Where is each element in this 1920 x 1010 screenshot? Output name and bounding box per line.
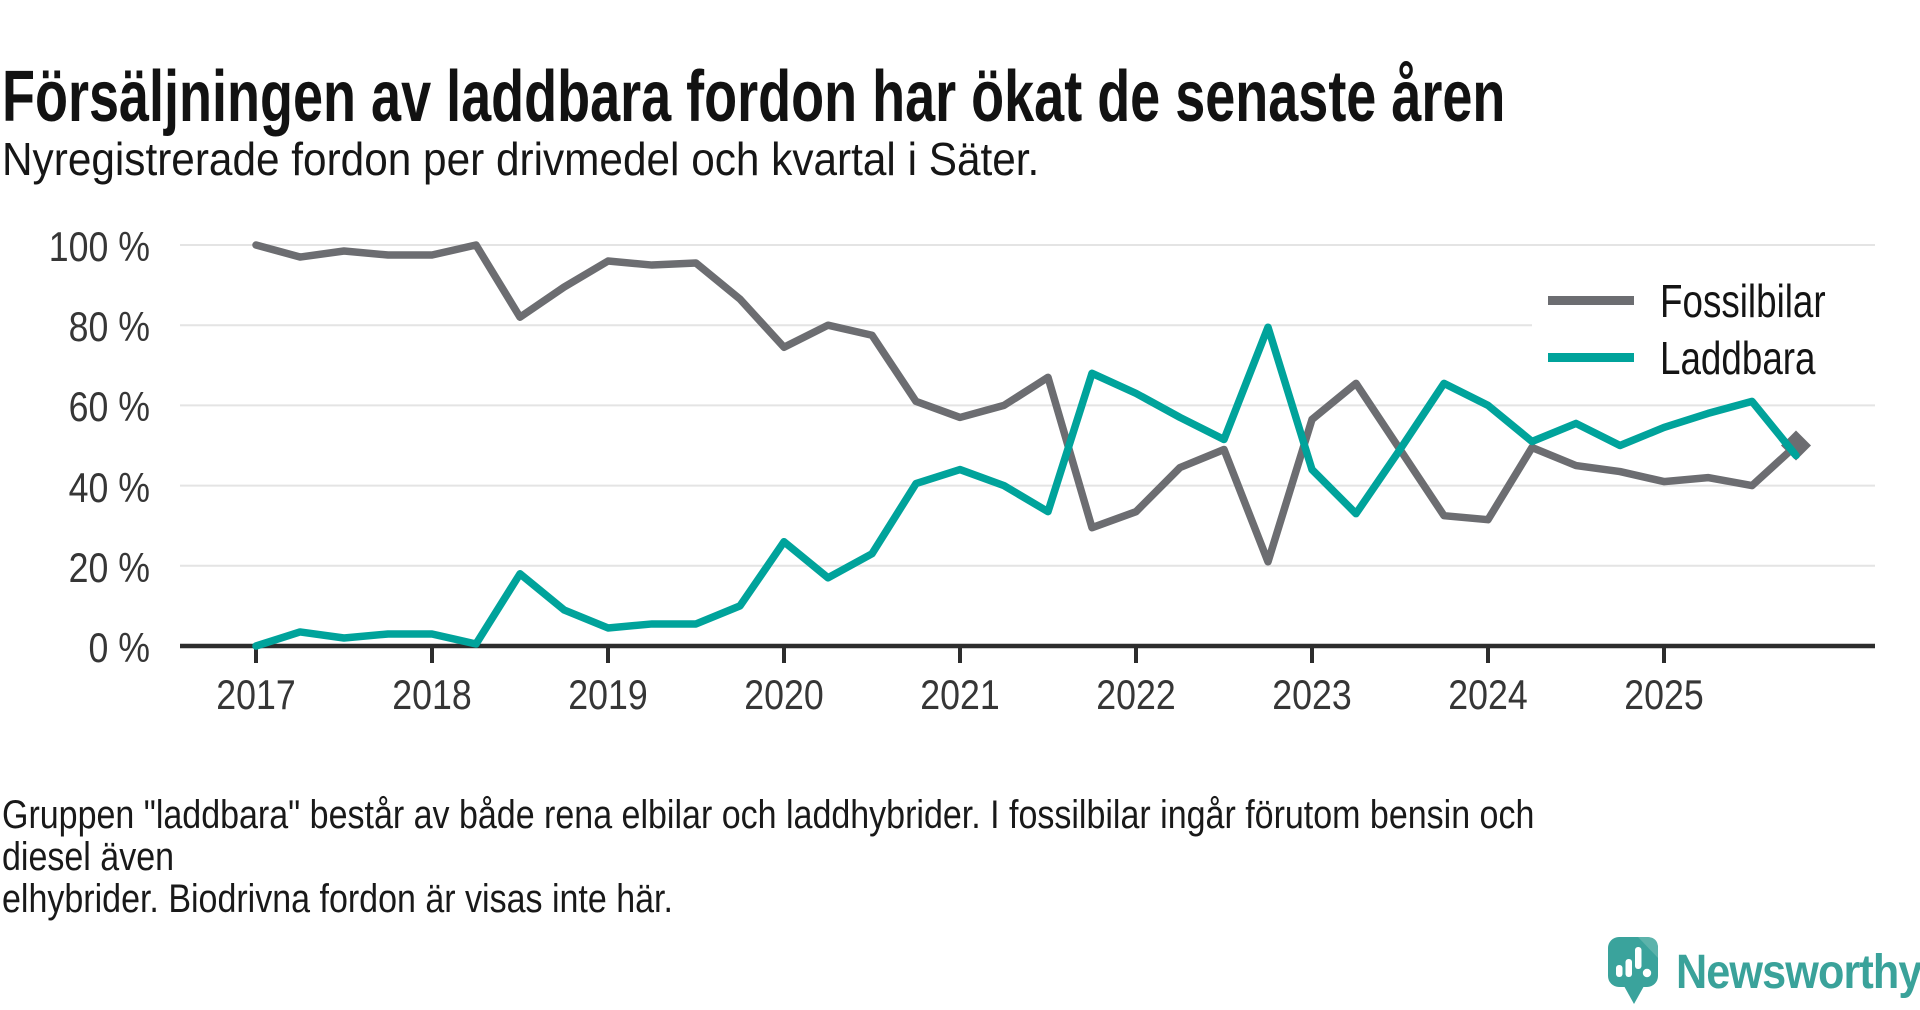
series-line-laddbara: [252, 323, 1800, 650]
y-axis-label: 100 %: [48, 223, 151, 270]
x-axis-label: 2020: [744, 671, 824, 718]
newsworthy-logo-text: Newsworthy: [1676, 945, 1920, 999]
legend-item-laddbara: Laddbara: [1548, 329, 1867, 386]
chart-title: Försäljningen av laddbara fordon har öka…: [2, 57, 1506, 138]
y-axis-label: 80 %: [68, 303, 150, 351]
x-axis-label: 2017: [216, 671, 296, 718]
x-axis-label: 2018: [392, 671, 472, 718]
chart-footnote: Gruppen "laddbara" består av både rena e…: [2, 793, 1535, 921]
x-axis-label: 2023: [1272, 671, 1352, 718]
legend-label-laddbara: Laddbara: [1660, 331, 1816, 384]
y-axis-label: 20 %: [68, 543, 150, 591]
legend-swatch-laddbara: [1548, 353, 1634, 362]
chart-legend: Fossilbilar Laddbara: [1532, 260, 1898, 396]
x-axis-label: 2024: [1448, 671, 1528, 718]
legend-label-fossilbilar: Fossilbilar: [1660, 274, 1826, 327]
newsworthy-logo: Newsworthy: [1608, 937, 1920, 1004]
series-end-marker-fossilbilar: [1781, 430, 1811, 461]
y-axis-label: 60 %: [68, 383, 150, 431]
x-axis-label: 2025: [1624, 671, 1704, 718]
legend-swatch-fossilbilar: [1548, 296, 1634, 305]
newsworthy-logo-icon: [1608, 937, 1658, 1004]
y-axis-label: 0 %: [88, 624, 150, 671]
chart-subtitle: Nyregistrerade fordon per drivmedel och …: [2, 133, 1040, 185]
legend-item-fossilbilar: Fossilbilar: [1548, 272, 1867, 329]
series-line-fossilbilar: [252, 241, 1800, 566]
x-axis-label: 2022: [1096, 671, 1176, 718]
x-axis-label: 2021: [920, 671, 1000, 718]
x-axis-label: 2019: [568, 671, 648, 718]
y-axis-label: 40 %: [68, 463, 150, 511]
